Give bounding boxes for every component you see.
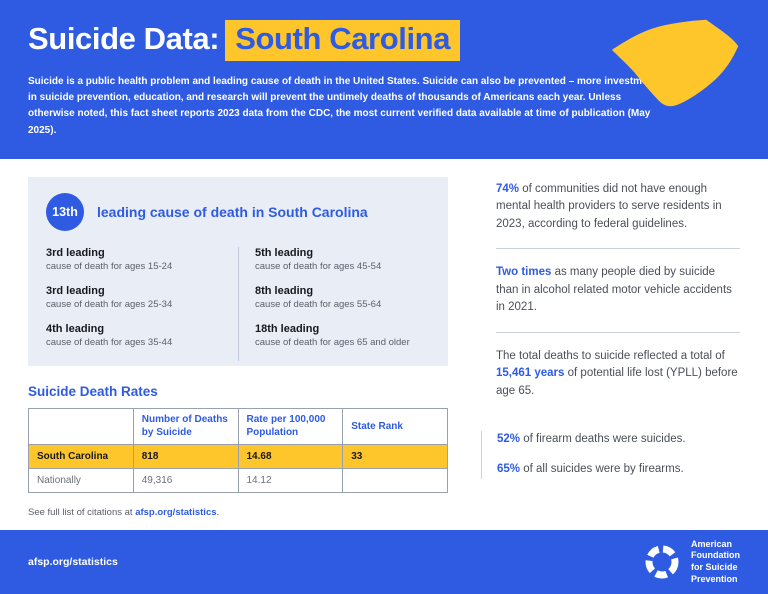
rank-desc: cause of death for ages 15-24 [46, 260, 173, 272]
logo-line: American [691, 538, 733, 549]
column-header-state-rank: State Rank [342, 407, 448, 445]
rank-column-left: 3rd leading cause of death for ages 15-2… [46, 247, 238, 361]
rank-heading: leading cause of death in South Carolina [97, 203, 368, 220]
afsp-logo: American Foundation for Suicide Preventi… [643, 539, 740, 586]
stat-text: of all suicides were by firearms. [520, 463, 684, 476]
title-prefix: Suicide Data: [28, 21, 220, 56]
stat-lead: 15,461 years [496, 367, 565, 380]
column-header-deaths: Number of Deaths by Suicide [132, 407, 239, 445]
rank-panel-header: 13th leading cause of death in South Car… [46, 192, 430, 231]
stat-mental-health-providers: 74% of communities did not have enough m… [496, 181, 740, 248]
table-title: Suicide Death Rates [28, 383, 158, 399]
citation-link[interactable]: afsp.org/statistics [135, 506, 217, 518]
stat-text: of firearm deaths were suicides. [520, 432, 686, 445]
south-carolina-state-icon [611, 19, 739, 107]
rank-label: 18th leading [255, 322, 320, 335]
logo-line: Prevention [691, 573, 738, 584]
stat-lead: 74% [496, 182, 520, 195]
rank-item: 18th leading cause of death for ages 65 … [255, 323, 430, 348]
footer-link[interactable]: afsp.org/statistics [28, 556, 118, 568]
rank-label: 5th leading [255, 246, 314, 259]
stats-column: 74% of communities did not have enough m… [481, 177, 740, 530]
afsp-logo-text: American Foundation for Suicide Preventi… [691, 539, 740, 586]
stat-years-potential-life-lost: The total deaths to suicide reflected a … [496, 331, 740, 415]
title-state-highlight: South Carolina [225, 20, 461, 61]
rank-grid: 3rd leading cause of death for ages 15-2… [46, 246, 430, 361]
cell-deaths: 818 [132, 443, 239, 469]
firearm-stats-block: 52% of firearm deaths were suicides. 65%… [481, 430, 740, 479]
logo-line: for Suicide [691, 562, 738, 572]
table-row-nationally: Nationally 49,316 14.12 [28, 467, 448, 493]
cell-state-rank: 33 [342, 443, 448, 469]
citation-prefix: See full list of citations at [28, 506, 136, 518]
cell-deaths: 49,316 [132, 467, 239, 493]
stat-text: of potential life lost (YPLL) before age… [496, 367, 738, 397]
page-title: Suicide Data: South Carolina [28, 20, 740, 61]
stat-suicides-by-firearms: 65% of all suicides were by firearms. [497, 461, 740, 478]
citation-text: See full list of citations at afsp.org/s… [28, 507, 448, 518]
cell-state-rank [342, 467, 448, 493]
stat-firearm-deaths: 52% of firearm deaths were suicides. [497, 431, 740, 461]
rank-column-right: 5th leading cause of death for ages 45-5… [238, 246, 430, 361]
citation-suffix: . [216, 506, 220, 518]
column-header-rate: Rate per 100,000 Population [237, 407, 344, 445]
table-header-row: Number of Deaths by Suicide Rate per 100… [28, 407, 448, 445]
stat-text: as many people died by suicide than in a… [496, 266, 732, 314]
column-header-blank [28, 407, 134, 445]
rank-label: 8th leading [255, 284, 314, 297]
rank-item: 3rd leading cause of death for ages 15-2… [46, 247, 224, 272]
intro-text: Suicide is a public health problem and l… [28, 76, 658, 136]
rank-item: 8th leading cause of death for ages 55-6… [255, 285, 430, 310]
rank-desc: cause of death for ages 35-44 [46, 336, 173, 348]
main-content: 13th leading cause of death in South Car… [0, 159, 768, 530]
stat-alcohol-motor-vehicle: Two times as many people died by suicide… [496, 248, 740, 331]
leading-cause-panel: 13th leading cause of death in South Car… [28, 176, 448, 366]
stat-lead: 52% [497, 432, 521, 445]
header: Suicide Data: South Carolina Suicide is a… [0, 0, 768, 159]
rank-desc: cause of death for ages 55-64 [255, 298, 382, 310]
cell-rate: 14.68 [237, 443, 344, 469]
rank-badge: 13th [46, 192, 84, 231]
rank-item: 5th leading cause of death for ages 45-5… [255, 247, 430, 272]
stat-lead: Two times [496, 266, 552, 279]
cell-rate: 14.12 [237, 467, 344, 493]
stat-text: of communities did not have enough menta… [496, 182, 722, 230]
stat-pre: The total deaths to suicide reflected a … [496, 349, 725, 362]
rank-label: 3rd leading [46, 246, 105, 259]
left-column: 13th leading cause of death in South Car… [28, 176, 448, 530]
rank-desc: cause of death for ages 65 and older [255, 336, 410, 348]
row-label: South Carolina [28, 443, 134, 469]
footer: afsp.org/statistics American Foundation … [0, 530, 768, 594]
rank-desc: cause of death for ages 45-54 [255, 260, 382, 272]
rank-item: 4th leading cause of death for ages 35-4… [46, 323, 224, 348]
table-row-south-carolina: South Carolina 818 14.68 33 [28, 443, 448, 469]
row-label: Nationally [28, 467, 134, 493]
rank-item: 3rd leading cause of death for ages 25-3… [46, 285, 224, 310]
rank-label: 4th leading [46, 322, 105, 335]
suicide-death-rates-table: Number of Deaths by Suicide Rate per 100… [28, 407, 448, 493]
rank-label: 3rd leading [46, 284, 105, 297]
rank-desc: cause of death for ages 25-34 [46, 298, 173, 310]
afsp-ring-icon [645, 545, 679, 579]
stat-lead: 65% [497, 463, 521, 476]
logo-line: Foundation [691, 550, 740, 561]
